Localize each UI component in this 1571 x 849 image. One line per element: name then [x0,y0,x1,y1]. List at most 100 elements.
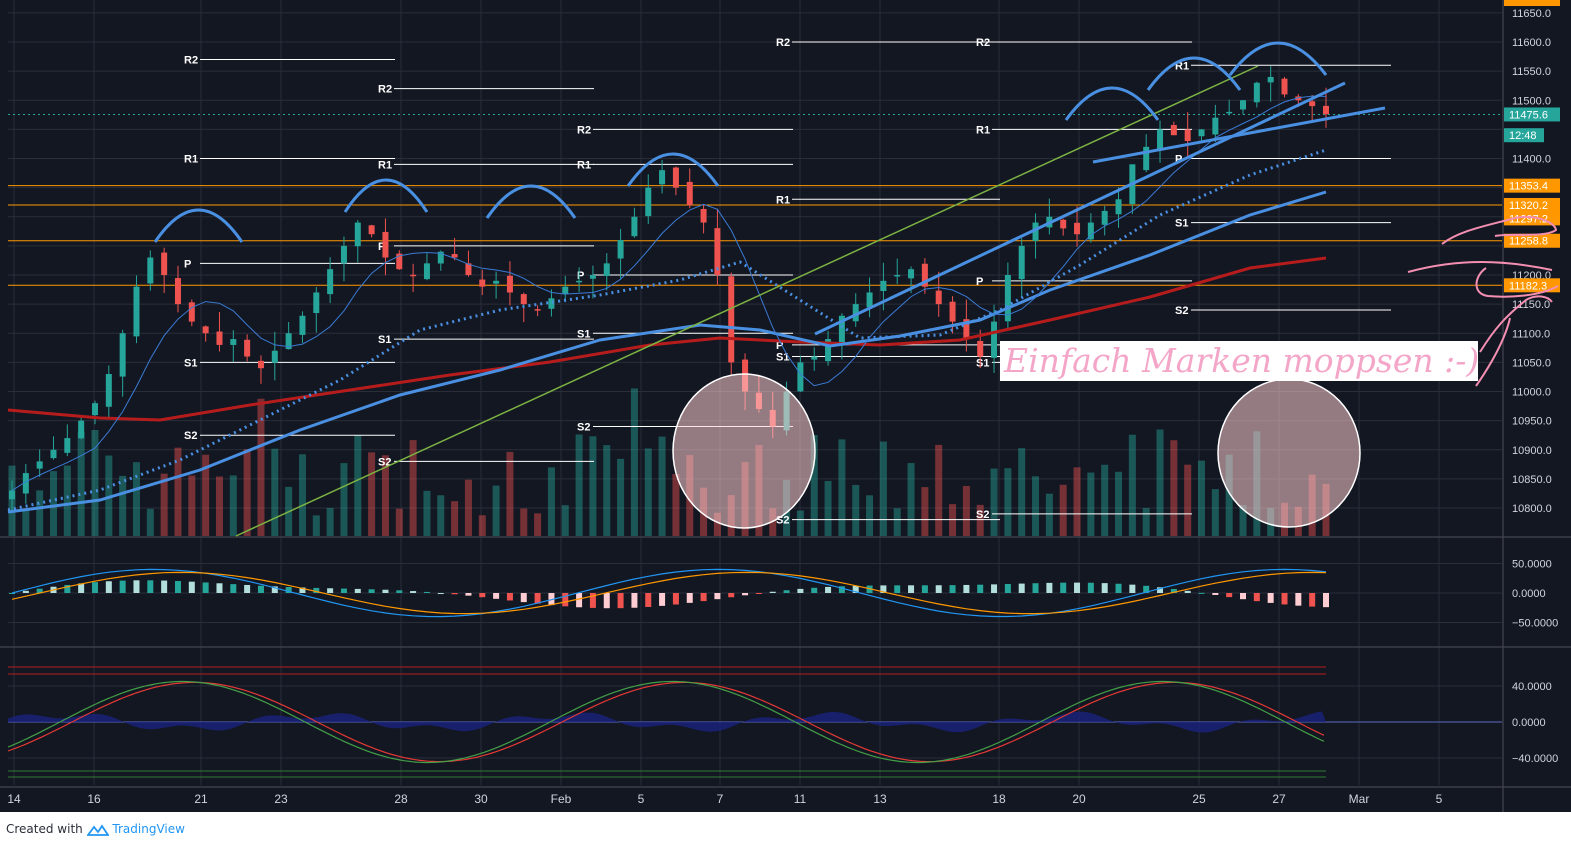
volume-bar [202,454,210,536]
candle-body [451,254,458,258]
pivot-label: P [776,340,783,352]
osc-line-red [7,681,1325,763]
macd-histogram-bar [78,583,85,593]
y-tick-label: 0.0000 [1512,717,1546,729]
volume-bar [298,454,306,536]
x-tick-label: 13 [873,792,887,806]
pink-scribble [1475,267,1559,298]
macd-histogram-bar [755,593,762,594]
candle-body [1295,96,1302,101]
candle-body [659,170,666,185]
macd-histogram-bar [105,581,112,593]
y-tick-label: 11400.0 [1512,154,1551,166]
macd-histogram-bar [230,584,237,593]
macd-histogram-bar [520,593,527,603]
macd-histogram-bar [1157,587,1164,593]
volume-bar [990,468,998,536]
candle-body [728,276,735,363]
arc-pattern [1064,86,1160,121]
candle-body [1157,129,1164,150]
macd-histogram-bar [133,580,140,593]
volume-bar [91,429,99,536]
macd-histogram-bar [838,586,845,593]
volume-bar [879,441,887,536]
arc-pattern [153,208,244,243]
x-tick-label: 23 [274,792,288,806]
macd-histogram-bar [603,593,610,609]
candle-body [1267,76,1274,83]
volume-bar [1225,454,1233,536]
macd-histogram-bar [908,585,915,593]
candle-body [465,263,472,275]
price-tag-label: 11353.4 [1509,181,1548,193]
volume-bar [796,510,804,536]
candle-body [1198,129,1205,137]
price-tag-label: 11320.2 [1509,200,1548,212]
signal-line [11,571,1327,615]
candle-body [631,216,638,237]
volume-bar [1087,472,1095,536]
osc-line-green [7,680,1325,764]
chart[interactable]: R2R1PS1S2R2R1PS1S2R2R1PS1S2R2R1PS1S2R2R1… [0,0,1571,812]
volume-bar [215,476,223,536]
y-tick-label: 10900.0 [1512,445,1552,457]
y-tick-label: 11050.0 [1512,357,1551,369]
volume-bar [810,434,818,536]
arc-pattern [485,184,577,219]
macd-histogram-bar [410,591,417,593]
macd-histogram-bar [991,584,998,593]
price-tag-label: 11182.3 [1509,280,1547,292]
x-tick-label: 5 [638,792,645,806]
candle-body [313,292,320,314]
pink-scribbles [1407,216,1559,387]
macd-histogram-bar [506,593,513,601]
pivot-label: P [577,270,584,282]
macd-histogram-bar [313,587,320,593]
macd-histogram-bar [797,588,804,593]
pivot-label: S1 [1175,218,1188,230]
y-tick-label: 11550.0 [1512,66,1551,78]
trend-line-green [235,65,1259,537]
macd-histogram-bar [64,584,71,593]
volume-bar [36,490,44,536]
y-tick-label: 11000.0 [1512,387,1551,399]
y-axis: 11650.011600.011550.011500.011400.011200… [1512,8,1558,765]
macd-histogram-bar [479,593,486,598]
price-tag [1504,211,1560,226]
candle-body [91,403,98,416]
macd-histogram-bar [700,593,707,602]
volume-bar [962,485,970,536]
macd-histogram-bar [935,585,942,593]
volume-bar [534,513,542,536]
pivot-label: P [184,258,191,270]
volume-bar [257,398,265,536]
footer-brand[interactable]: TradingView [112,822,185,836]
osc-area [8,711,1326,733]
y-tick-label: −40.0000 [1512,753,1558,765]
macd-histogram-bar [977,584,984,593]
volume-bar [1198,460,1206,536]
volume-bar [243,449,251,536]
volume-bar [188,475,196,536]
macd-histogram-bar [340,588,347,593]
candle-body [811,356,818,360]
volume-bar [1101,464,1109,536]
macd-histogram-bar [1046,582,1053,593]
macd-histogram-bar [825,586,832,593]
volume-bar [907,463,915,536]
candle-body [603,263,610,276]
volume-bar [852,484,860,536]
candle-body [617,240,624,259]
volume-bar [1184,464,1192,536]
volume-bar [1170,440,1178,536]
x-tick-label: 16 [87,792,101,806]
macd-histogram-bar [354,588,361,593]
volume-bar [1142,508,1150,536]
macd-histogram-bar [672,593,679,605]
volume-bar [160,473,168,536]
volume-bar [132,462,140,536]
volume-bar [229,475,237,536]
pivot-label: R1 [1175,60,1189,72]
pink-scribble [1475,317,1511,387]
y-tick-label: 10850.0 [1512,474,1552,486]
